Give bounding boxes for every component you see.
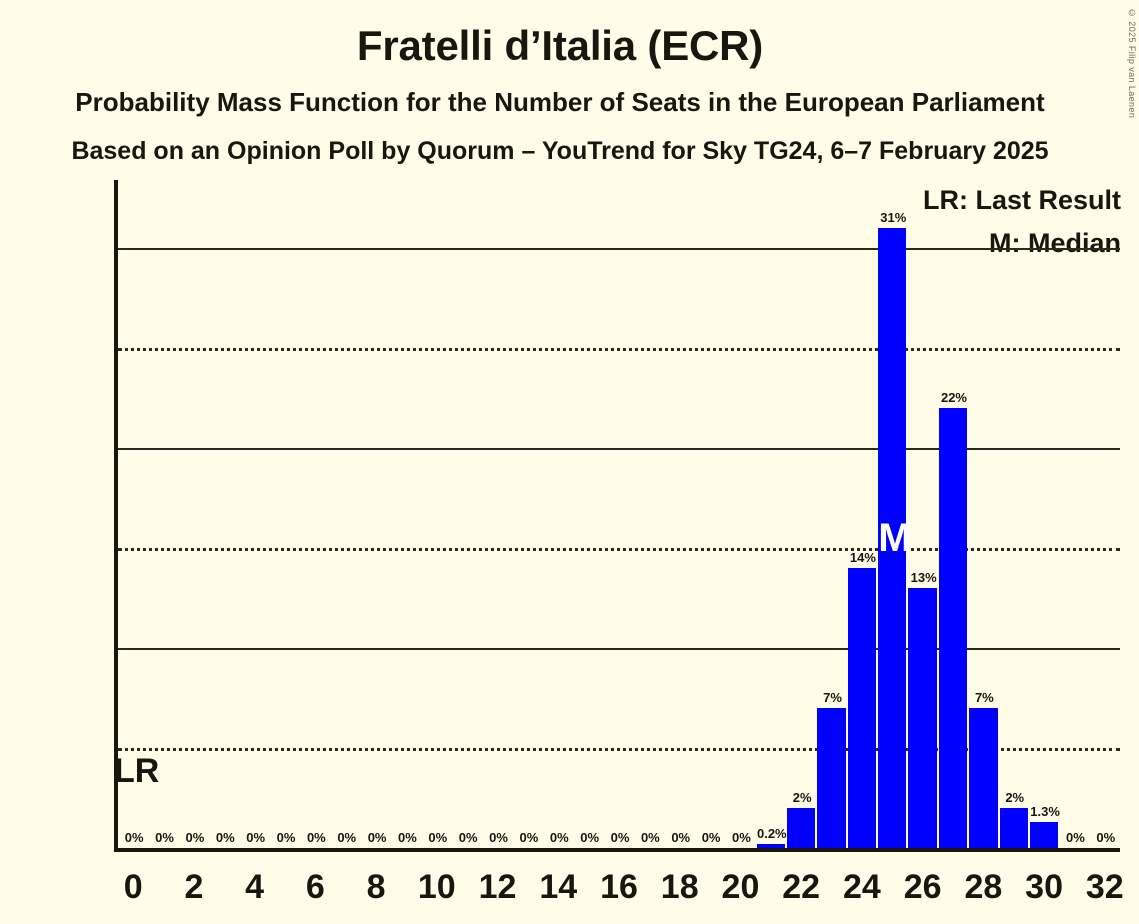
bar-value-label: 1.3% xyxy=(1030,804,1060,819)
x-tick-20: 20 xyxy=(721,868,760,906)
bar-value-label: 0% xyxy=(701,830,721,845)
bar-value-label: 0% xyxy=(549,830,569,845)
bar xyxy=(787,808,816,848)
x-tick-4: 4 xyxy=(245,868,265,906)
median-marker: M xyxy=(878,516,912,560)
bar-value-label: 0% xyxy=(367,830,387,845)
bar xyxy=(817,708,846,848)
gridline-10pct xyxy=(118,648,1120,650)
bar-value-label: 0% xyxy=(671,830,691,845)
x-tick-0: 0 xyxy=(123,868,143,906)
gridline-30pct xyxy=(118,248,1120,250)
bar xyxy=(1029,822,1059,848)
x-tick-26: 26 xyxy=(903,868,942,906)
legend-last-result: LR: Last Result xyxy=(922,185,1121,215)
chart-source-line: Based on an Opinion Poll by Quorum – You… xyxy=(71,137,1049,165)
x-tick-28: 28 xyxy=(964,868,1003,906)
bar-value-label: 0% xyxy=(337,830,357,845)
bar-value-label: 0% xyxy=(185,830,205,845)
bar-value-label: 0% xyxy=(458,830,478,845)
bar-value-label: 13% xyxy=(910,570,937,585)
bar-value-label: 0% xyxy=(519,830,539,845)
bar-value-label: 0% xyxy=(640,830,660,845)
bar-value-label: 0% xyxy=(246,830,266,845)
bar xyxy=(756,844,785,848)
bar xyxy=(847,568,877,848)
x-tick-18: 18 xyxy=(660,868,699,906)
bar xyxy=(878,228,907,848)
bar-value-label: 0% xyxy=(489,830,508,845)
bar-value-label: 0% xyxy=(155,830,174,845)
x-tick-32: 32 xyxy=(1085,868,1124,906)
x-tick-14: 14 xyxy=(539,868,578,906)
bar-value-label: 0.2% xyxy=(756,826,787,841)
plot-area: 10%20%30% 0%0%0%0%0%0%0%0%0%0%0%0%0%0%0%… xyxy=(114,180,1120,852)
gridline-15pct xyxy=(118,548,1120,551)
x-tick-22: 22 xyxy=(782,868,821,906)
bar xyxy=(999,808,1028,848)
x-tick-24: 24 xyxy=(842,868,881,906)
bar-value-label: 0% xyxy=(398,830,417,845)
bar-value-label: 0% xyxy=(124,830,144,845)
bar-value-label: 14% xyxy=(849,550,876,565)
bar-value-label: 0% xyxy=(1096,830,1116,845)
bar-value-label: 0% xyxy=(732,830,751,845)
bar-value-label: 7% xyxy=(823,690,842,705)
x-tick-2: 2 xyxy=(184,868,204,906)
bar xyxy=(908,588,937,848)
chart-subtitle: Probability Mass Function for the Number… xyxy=(75,87,1045,117)
bar-value-label: 0% xyxy=(215,830,235,845)
x-tick-12: 12 xyxy=(478,868,517,906)
y-axis-line xyxy=(114,180,118,852)
x-tick-10: 10 xyxy=(417,868,456,906)
bar xyxy=(938,408,968,848)
bar-value-label: 31% xyxy=(880,210,907,225)
page-title: Fratelli d’Italia (ECR) xyxy=(356,22,764,69)
legend-median: M: Median xyxy=(989,228,1121,258)
bar-value-label: 22% xyxy=(940,390,967,405)
gridline-25pct xyxy=(118,348,1120,351)
bar-value-label: 0% xyxy=(1066,830,1085,845)
gridline-5pct xyxy=(118,748,1120,751)
last-result-marker: LR xyxy=(114,752,160,790)
bar-value-label: 2% xyxy=(792,790,812,805)
x-tick-16: 16 xyxy=(600,868,638,906)
bar-value-label: 7% xyxy=(974,690,994,705)
x-tick-8: 8 xyxy=(366,868,386,906)
bar-value-label: 0% xyxy=(306,830,326,845)
x-tick-6: 6 xyxy=(305,868,325,906)
copyright-notice: © 2025 Filip van Laenen xyxy=(1127,8,1137,119)
bar xyxy=(969,708,998,848)
x-axis-line xyxy=(114,848,1120,852)
bar-value-label: 2% xyxy=(1005,790,1025,805)
bar-value-label: 0% xyxy=(276,830,296,845)
bar-value-label: 0% xyxy=(428,830,448,845)
bar-value-label: 0% xyxy=(610,830,630,845)
bar-value-label: 0% xyxy=(580,830,600,845)
x-tick-30: 30 xyxy=(1025,868,1063,906)
gridline-20pct xyxy=(118,448,1120,450)
